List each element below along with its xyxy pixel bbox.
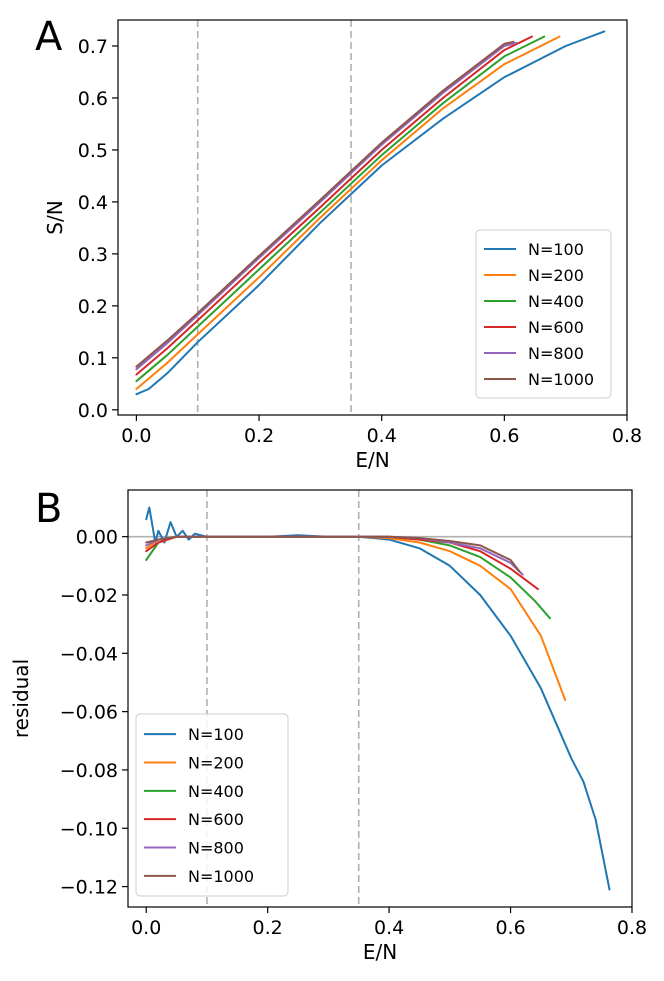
panel-a: A 0.0 0.2 0.4 0.6 0.8 0.0 0.1 0.2 0.3 0.4 0.5 0.6 0.7…: [35, 14, 642, 472]
x-tick-label: 0.2: [253, 917, 283, 939]
y-tick-label: 0.4: [78, 192, 108, 214]
x-tick-label: 0.0: [131, 917, 161, 939]
legend-entry: N=600: [528, 318, 584, 337]
series-line-n-1000: [145, 535, 521, 573]
y-tick-label: −0.04: [60, 643, 118, 665]
y-tick-label: −0.06: [60, 702, 118, 724]
series-line-n-200: [145, 535, 567, 701]
legend: N=100 N=200 N=400 N=600 N=800 N=1000: [475, 229, 612, 399]
series-line-n-400: [135, 35, 546, 383]
legend-box: [135, 713, 289, 897]
y-tick-label: −0.12: [60, 877, 118, 899]
x-tick-label: 0.4: [367, 425, 397, 447]
x-tick-label: 0.6: [495, 917, 525, 939]
panel-label: A: [35, 14, 63, 60]
y-tick-label: 0.00: [76, 527, 118, 549]
legend-entry: N=600: [188, 810, 244, 829]
legend-entry: N=200: [528, 266, 584, 285]
x-tick-label: 0.6: [489, 425, 519, 447]
y-tick-label: −0.10: [60, 818, 118, 840]
legend-entry: N=400: [528, 292, 584, 311]
y-tick-label: −0.02: [60, 585, 118, 607]
legend-entry: N=800: [528, 344, 584, 363]
series-line-n-600: [135, 35, 533, 376]
panel-label: B: [35, 486, 62, 532]
series-group: [135, 30, 606, 396]
x-tick-label: 0.4: [374, 917, 404, 939]
axes-frame: [117, 19, 628, 416]
series-line-n-800: [135, 41, 518, 371]
legend-entry: N=1000: [188, 867, 254, 886]
panel-b: B 0.0 0.2 0.4 0.6 0.8 0.00 −0.02 −0.04 −0.06 −0.08…: [9, 486, 647, 964]
legend-entry: N=200: [188, 754, 244, 773]
legend-entry: N=100: [528, 240, 584, 259]
y-tick-label: 0.1: [78, 348, 108, 370]
series-line-n-1000: [135, 40, 515, 368]
y-tick-label: 0.2: [78, 296, 108, 318]
legend-box: [475, 229, 612, 399]
x-tick-label: 0.0: [121, 425, 151, 447]
series-group: [145, 506, 611, 891]
series-line-n-200: [135, 35, 561, 390]
y-axis-label: residual: [9, 659, 33, 738]
y-tick-label: 0.0: [78, 400, 108, 422]
x-axis-label: E/N: [363, 940, 397, 964]
y-axis-label: S/N: [43, 200, 67, 234]
y-tick-label: 0.7: [78, 36, 108, 58]
series-line-n-100: [135, 30, 606, 396]
y-tick-label: 0.6: [78, 88, 108, 110]
y-tick-label: −0.08: [60, 760, 118, 782]
x-tick-label: 0.2: [244, 425, 274, 447]
y-tick-label: 0.3: [78, 244, 108, 266]
axes-frame: [127, 489, 633, 908]
legend-entry: N=1000: [528, 370, 594, 389]
legend-entry: N=400: [188, 782, 244, 801]
legend-entry: N=800: [188, 839, 244, 858]
x-tick-label: 0.8: [612, 425, 642, 447]
x-axis-label: E/N: [355, 448, 389, 472]
legend: N=100 N=200 N=400 N=600 N=800 N=1000: [135, 713, 289, 897]
x-tick-label: 0.8: [617, 917, 647, 939]
y-tick-label: 0.5: [78, 140, 108, 162]
legend-entry: N=100: [188, 725, 244, 744]
